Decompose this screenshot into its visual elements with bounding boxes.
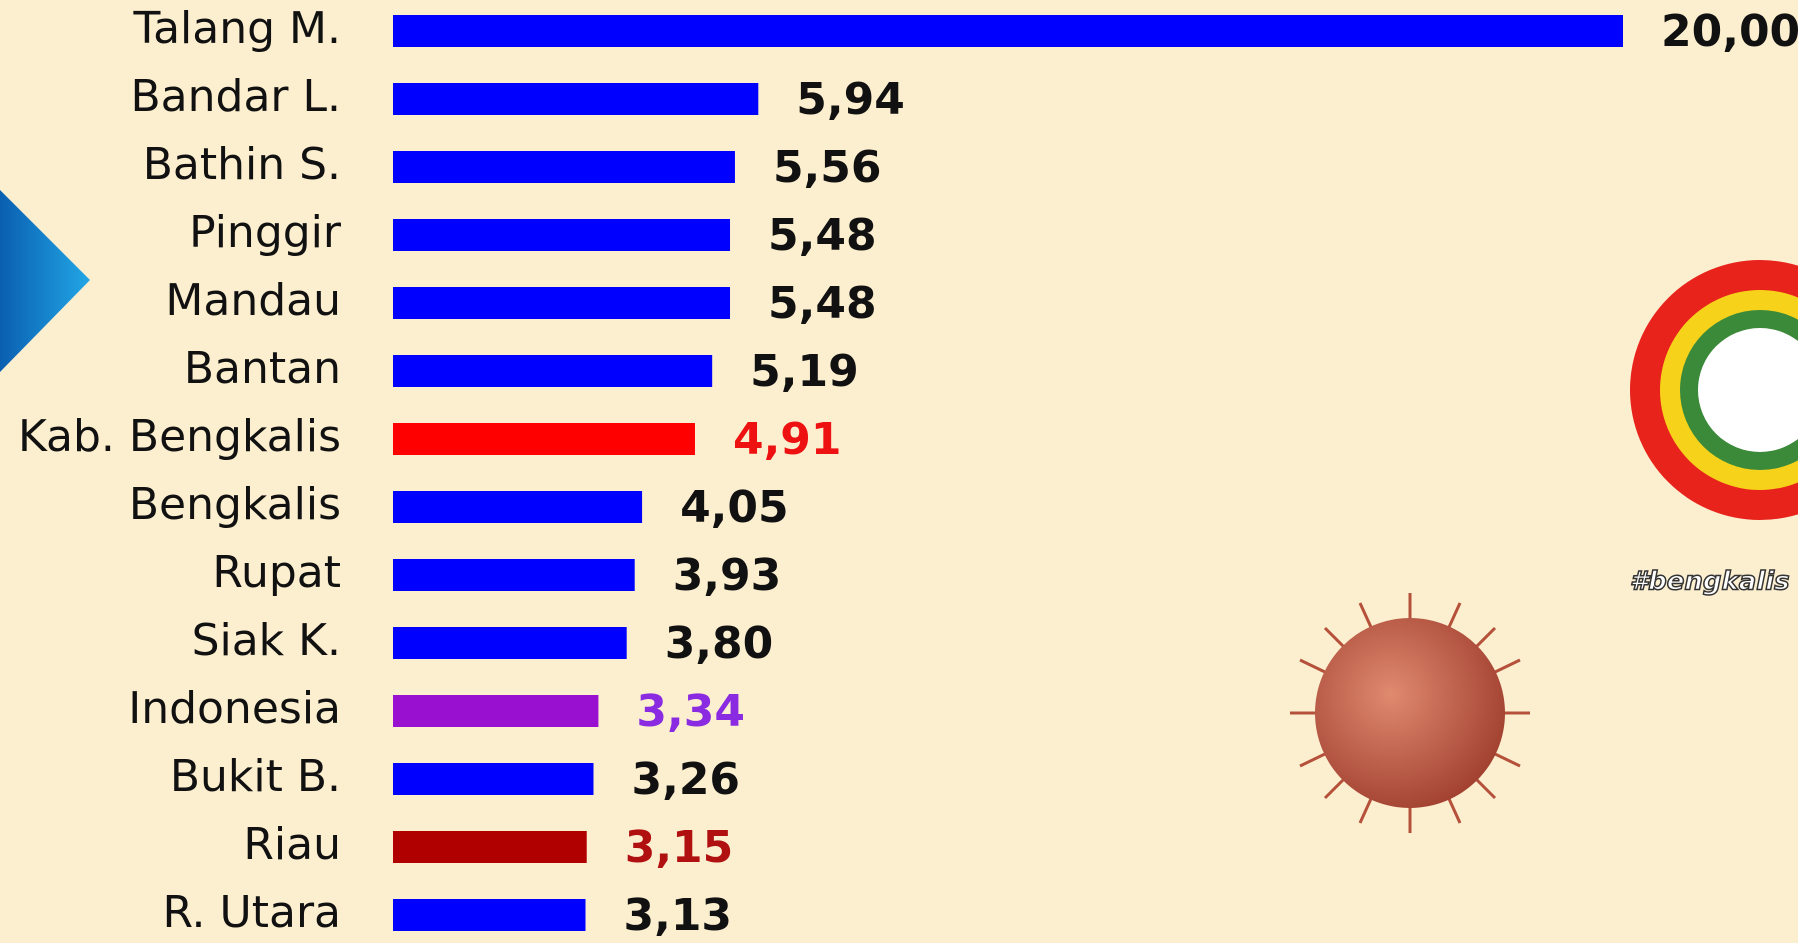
bar bbox=[393, 287, 731, 319]
bar bbox=[393, 491, 643, 523]
value-label: 3,26 bbox=[631, 754, 740, 805]
category-label: Riau bbox=[243, 819, 341, 870]
value-label: 3,13 bbox=[623, 890, 732, 941]
bar bbox=[393, 355, 713, 387]
bar bbox=[393, 763, 594, 795]
category-label: Pinggir bbox=[189, 207, 342, 258]
category-label: Bengkalis bbox=[129, 479, 341, 530]
value-label: 5,56 bbox=[773, 142, 882, 193]
value-label: 5,94 bbox=[796, 74, 905, 125]
bar bbox=[393, 559, 635, 591]
category-label: Bathin S. bbox=[143, 139, 341, 190]
category-label: Bantan bbox=[184, 343, 341, 394]
category-label: R. Utara bbox=[163, 887, 341, 938]
bar bbox=[393, 831, 587, 863]
bar bbox=[393, 899, 586, 931]
value-label: 20,00 bbox=[1661, 6, 1798, 57]
bar bbox=[393, 695, 599, 727]
value-label: 3,15 bbox=[625, 822, 734, 873]
virus-decoration bbox=[1290, 593, 1530, 833]
bar bbox=[393, 151, 735, 183]
logo: #bengkalis bbox=[1629, 260, 1798, 597]
value-label: 3,80 bbox=[665, 618, 774, 669]
value-label: 3,34 bbox=[636, 686, 745, 737]
logo-text: #bengkalis bbox=[1630, 567, 1790, 597]
category-label: Talang M. bbox=[133, 3, 342, 54]
arrow-decoration bbox=[0, 190, 90, 372]
category-label: Siak K. bbox=[192, 615, 341, 666]
value-label: 5,48 bbox=[768, 278, 877, 329]
category-label: Kab. Bengkalis bbox=[18, 411, 341, 462]
value-label: 5,19 bbox=[750, 346, 859, 397]
bar bbox=[393, 627, 627, 659]
category-label: Bandar L. bbox=[130, 71, 341, 122]
bar bbox=[393, 15, 1623, 47]
value-label: 5,48 bbox=[768, 210, 877, 261]
category-label: Bukit B. bbox=[170, 751, 341, 802]
bar bbox=[393, 423, 695, 455]
value-label: 4,05 bbox=[680, 482, 789, 533]
bar bbox=[393, 83, 759, 115]
category-label: Mandau bbox=[165, 275, 341, 326]
value-label: 4,91 bbox=[733, 414, 842, 465]
bar bbox=[393, 219, 731, 251]
category-label: Rupat bbox=[212, 547, 341, 598]
value-label: 3,93 bbox=[673, 550, 782, 601]
category-label: Indonesia bbox=[128, 683, 341, 734]
